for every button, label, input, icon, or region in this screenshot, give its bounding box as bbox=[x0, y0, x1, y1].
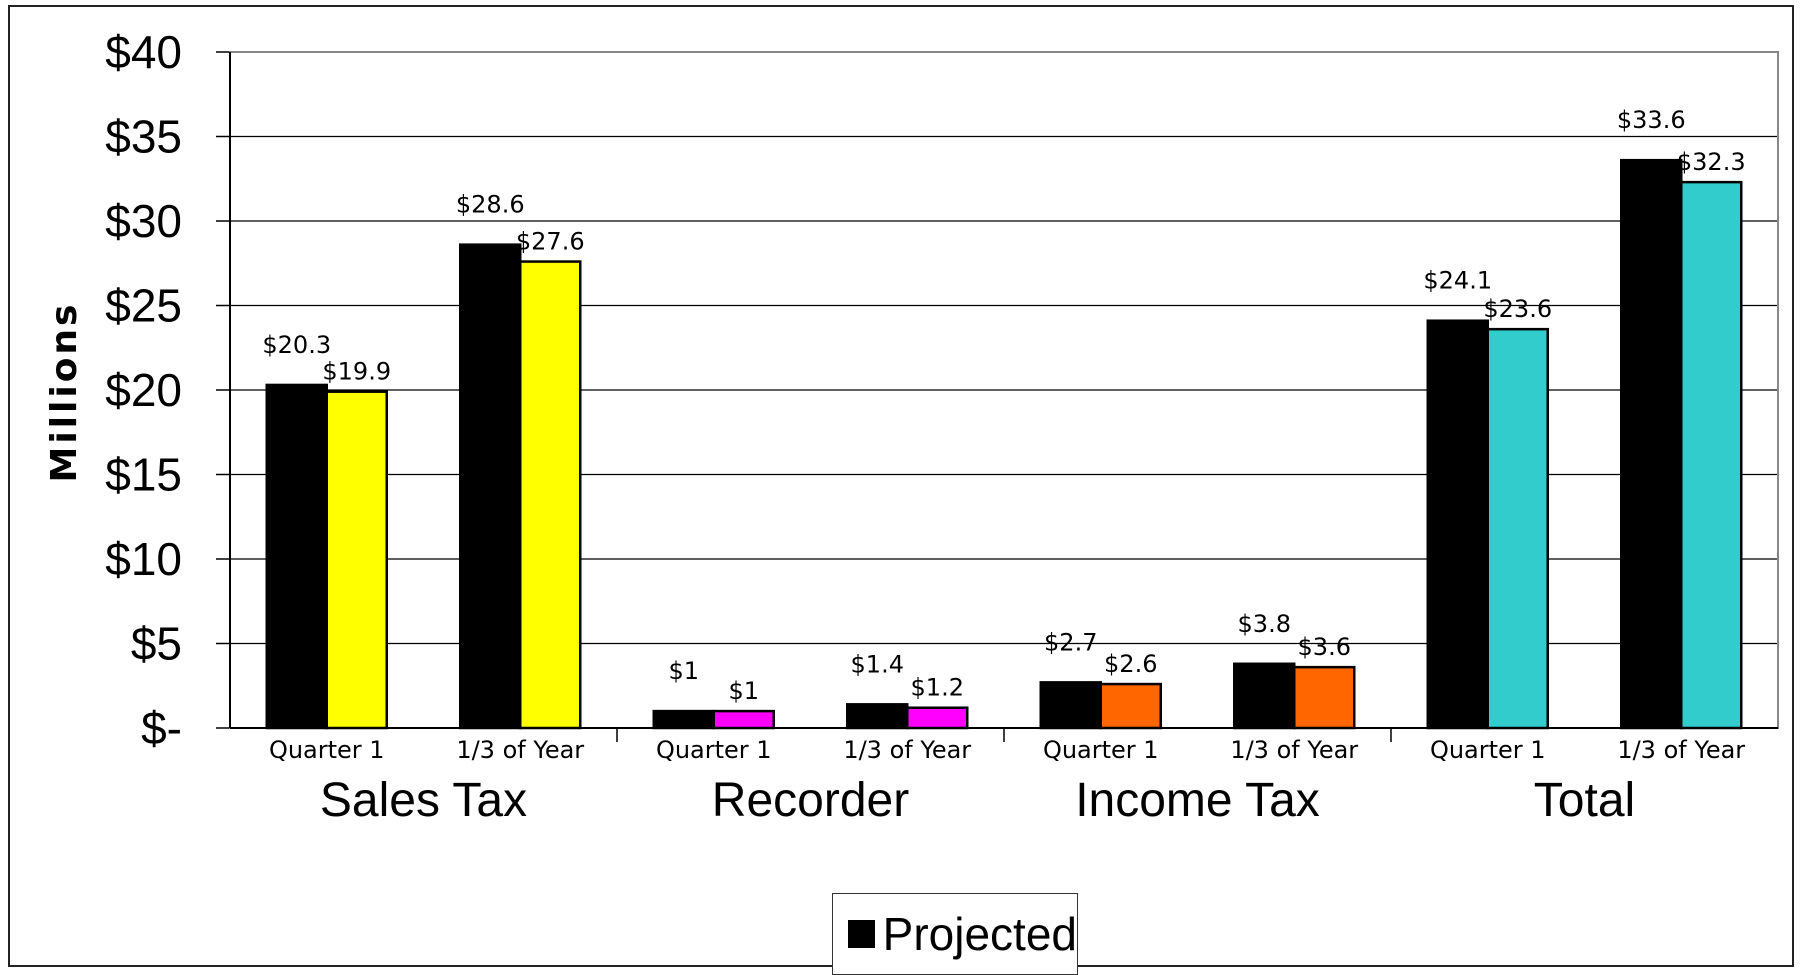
subcategory-label-3-1: 1/3 of Year bbox=[1617, 736, 1745, 764]
bar-2-0-1 bbox=[1099, 682, 1162, 730]
data-label-1-1-1: $1.2 bbox=[911, 674, 964, 702]
y-tick-label-4: $20 bbox=[105, 364, 182, 416]
data-label-2-0-1: $2.6 bbox=[1104, 650, 1157, 678]
subcategory-label-2-0: Quarter 1 bbox=[1043, 736, 1159, 764]
y-tick-label-7: $5 bbox=[131, 618, 182, 670]
data-label-3-1-1: $32.3 bbox=[1677, 148, 1746, 176]
bar-3-0-0 bbox=[1426, 319, 1489, 730]
data-label-0-1-0: $28.6 bbox=[456, 191, 525, 219]
bar-1-1-0 bbox=[846, 703, 909, 730]
data-label-0-1-1: $27.6 bbox=[516, 228, 585, 256]
group-label-3: Total bbox=[1534, 774, 1635, 827]
subcategory-label-0-0: Quarter 1 bbox=[269, 736, 385, 764]
bar-0-0-0 bbox=[265, 383, 328, 730]
y-tick-label-3: $25 bbox=[105, 280, 182, 332]
legend: Projected bbox=[832, 893, 1078, 975]
data-label-2-1-0: $3.8 bbox=[1238, 610, 1291, 638]
bar-0-1-0 bbox=[459, 243, 522, 730]
legend-label-projected: Projected bbox=[882, 908, 1077, 960]
y-tick-label-0: $40 bbox=[105, 26, 182, 78]
subcategory-label-1-0: Quarter 1 bbox=[656, 736, 772, 764]
group-label-2: Income Tax bbox=[1075, 774, 1320, 827]
group-label-0: Sales Tax bbox=[320, 774, 527, 827]
data-label-0-0-0: $20.3 bbox=[262, 331, 331, 359]
bar-1-0-0 bbox=[652, 709, 715, 730]
data-label-2-1-1: $3.6 bbox=[1298, 633, 1351, 661]
bar-3-1-1 bbox=[1680, 180, 1743, 730]
legend-swatch-projected bbox=[848, 920, 875, 948]
bar-2-1-0 bbox=[1233, 662, 1296, 730]
group-label-1: Recorder bbox=[712, 774, 909, 827]
bar-1-0-1 bbox=[712, 709, 775, 730]
data-label-0-0-1: $19.9 bbox=[322, 358, 391, 386]
subcategory-label-3-0: Quarter 1 bbox=[1430, 736, 1546, 764]
bar-3-1-0 bbox=[1620, 158, 1683, 730]
y-tick-label-1: $35 bbox=[105, 111, 182, 163]
y-tick-label-8: $- bbox=[141, 702, 182, 754]
bar-2-1-1 bbox=[1293, 665, 1356, 730]
bar-1-1-1 bbox=[906, 706, 969, 730]
data-label-1-0-0: $1 bbox=[668, 657, 699, 685]
subcategory-label-0-1: 1/3 of Year bbox=[456, 736, 584, 764]
data-label-3-0-1: $23.6 bbox=[1483, 295, 1552, 323]
y-tick-label-5: $15 bbox=[105, 449, 182, 501]
y-tick-label-2: $30 bbox=[105, 195, 182, 247]
bar-0-0-1 bbox=[325, 390, 388, 730]
subcategory-label-2-1: 1/3 of Year bbox=[1230, 736, 1358, 764]
data-label-3-0-0: $24.1 bbox=[1423, 267, 1492, 295]
data-label-3-1-0: $33.6 bbox=[1617, 106, 1686, 134]
bar-0-1-1 bbox=[519, 260, 582, 730]
y-tick-label-6: $10 bbox=[105, 533, 182, 585]
y-axis-title: Millions bbox=[44, 302, 85, 483]
data-label-1-0-1: $1 bbox=[728, 677, 759, 705]
data-label-1-1-0: $1.4 bbox=[851, 650, 904, 678]
data-label-2-0-0: $2.7 bbox=[1044, 628, 1097, 656]
subcategory-label-1-1: 1/3 of Year bbox=[843, 736, 971, 764]
bar-3-0-1 bbox=[1486, 327, 1549, 730]
bar-2-0-0 bbox=[1039, 681, 1102, 730]
